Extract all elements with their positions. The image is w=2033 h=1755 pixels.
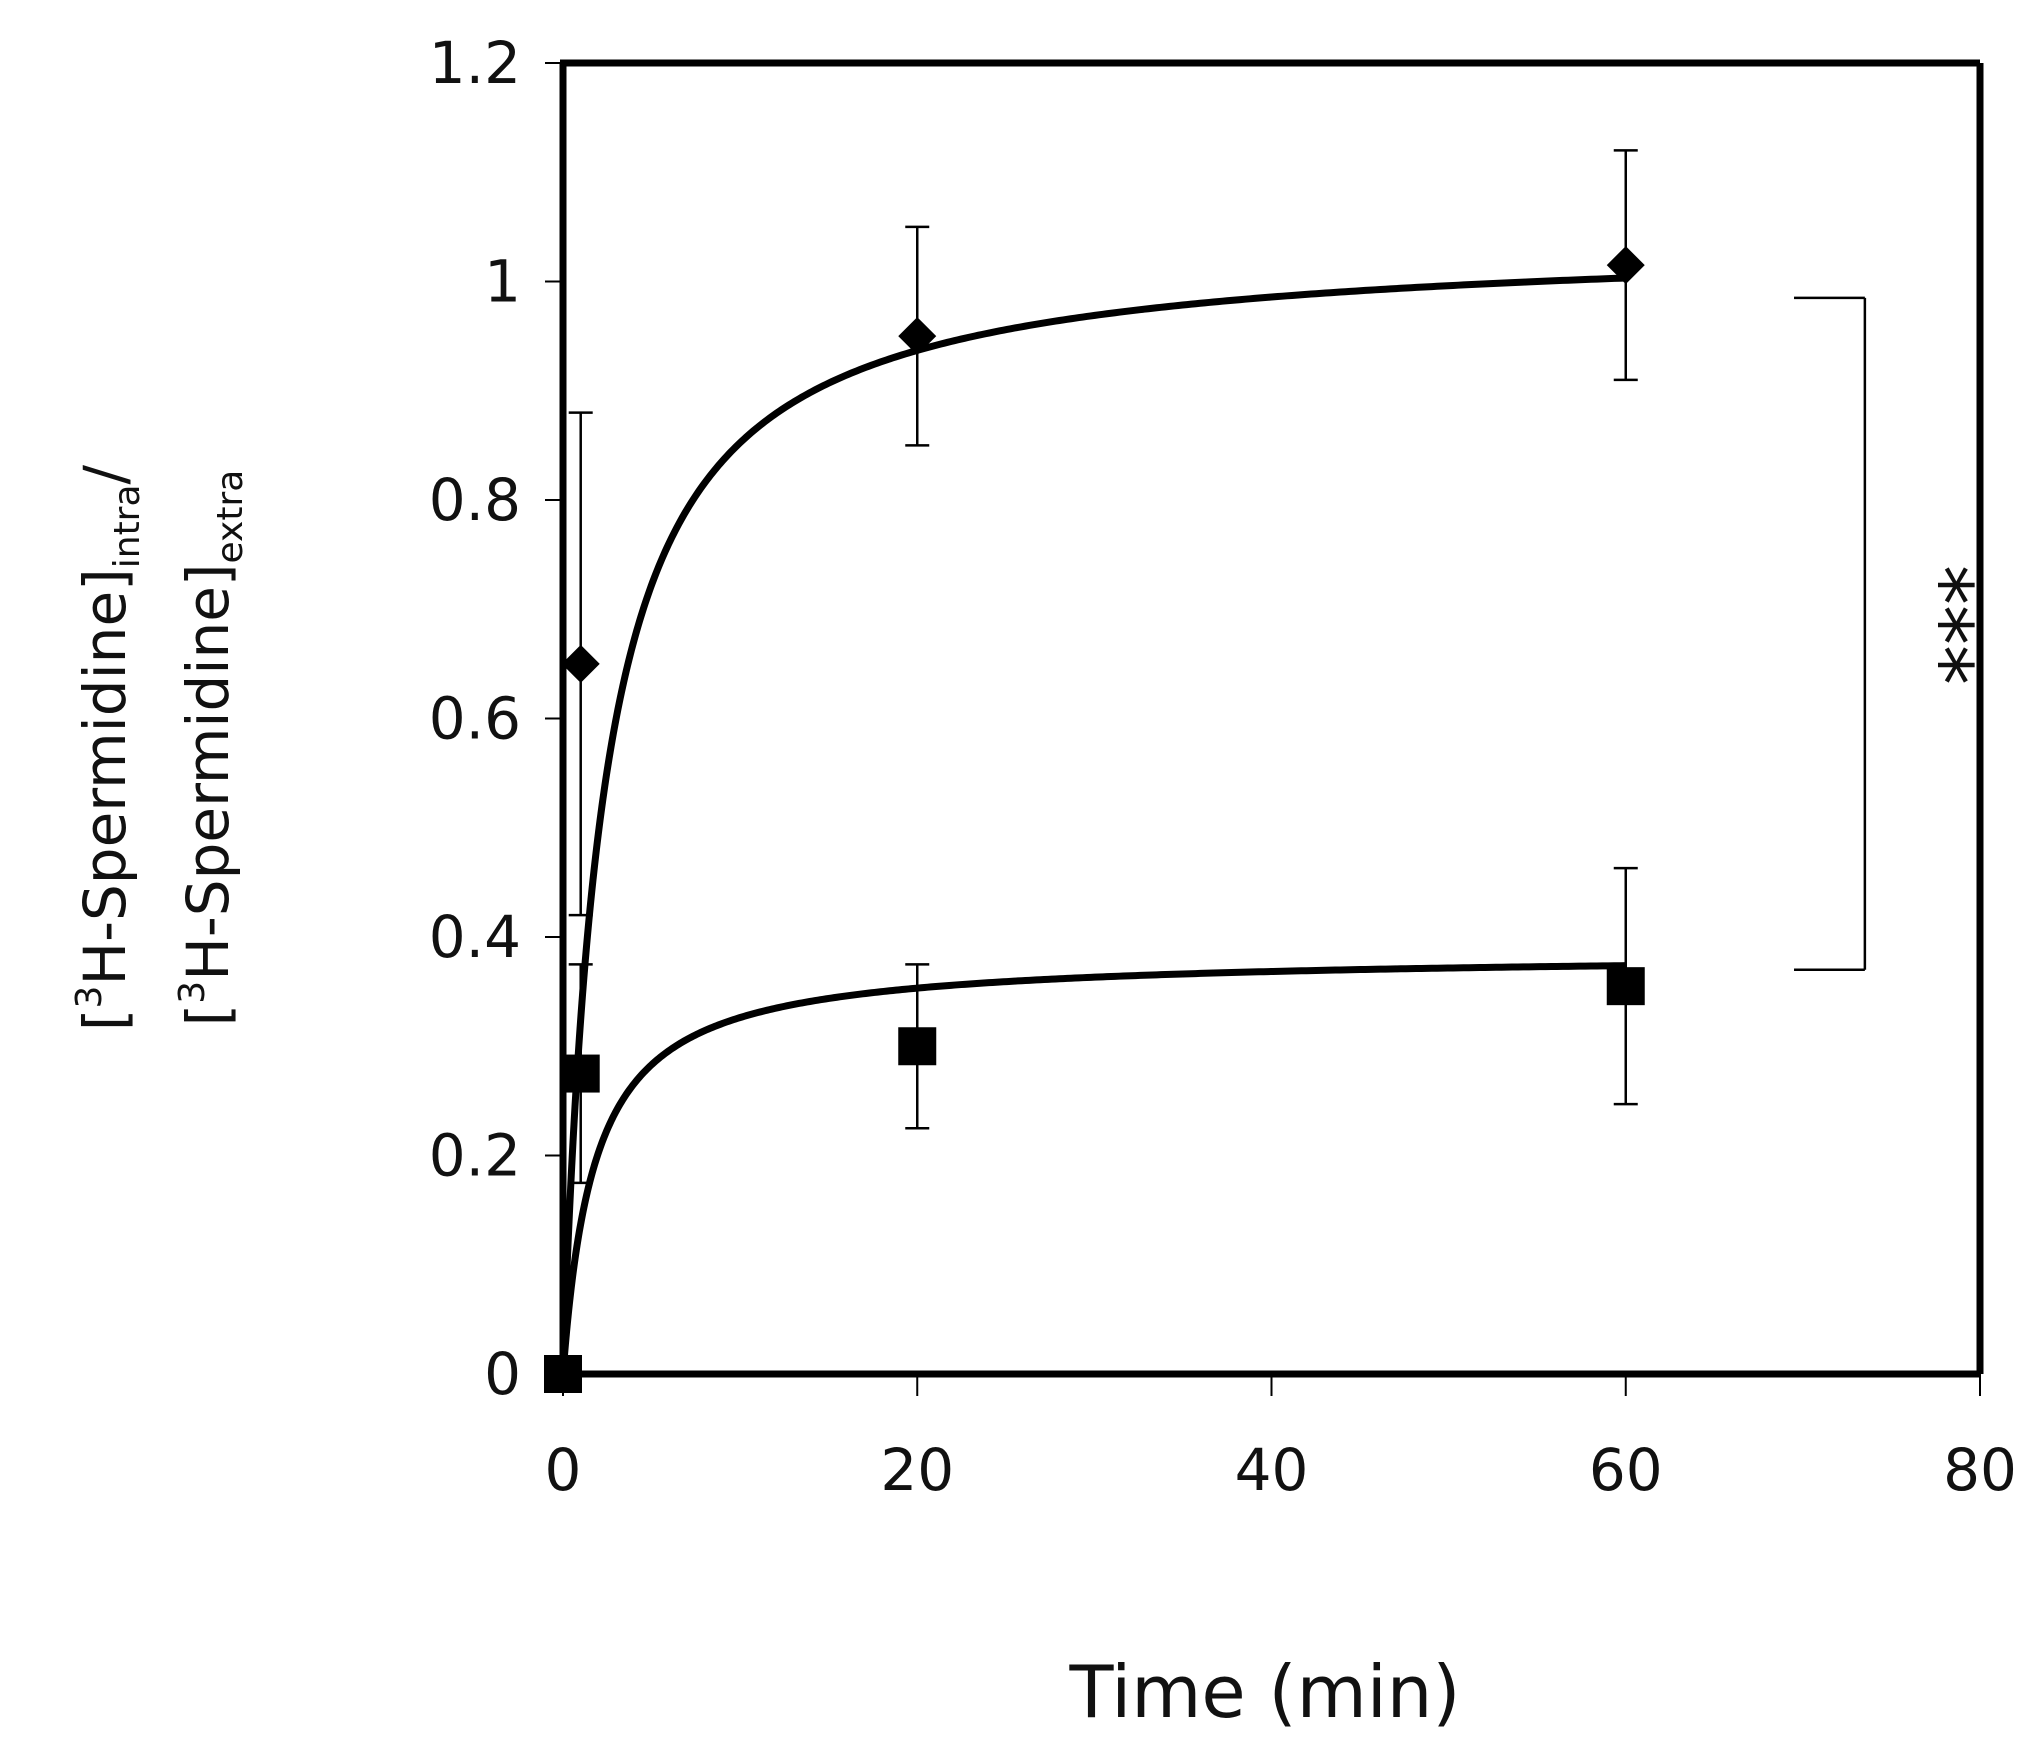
y-tick-label: 1.2 [429, 29, 521, 97]
data-markers [544, 246, 1645, 1393]
y-tick-label: 0 [484, 1340, 521, 1408]
fit-curves [559, 274, 1626, 1378]
y-tick-label: 0.2 [429, 1122, 521, 1190]
x-axis: 0 20 40 60 80 [545, 1374, 2017, 1504]
y-title-1-sup: 3 [69, 986, 110, 1009]
square-marker [561, 1054, 600, 1093]
diamond-marker [561, 644, 600, 683]
significance-label-group: *** [1896, 565, 1989, 685]
y-title-1-post: / [71, 464, 139, 484]
square-marker [544, 1355, 582, 1393]
y-title-2-sup: 3 [172, 981, 213, 1004]
x-tick-label: 80 [1943, 1436, 2017, 1504]
significance-label: *** [1896, 565, 1989, 685]
diamond-marker [1606, 246, 1645, 285]
x-tick-label: 20 [880, 1436, 954, 1504]
square-marker [1606, 967, 1645, 1006]
plot-frame [559, 59, 1984, 1378]
fit-curve [559, 962, 1626, 1378]
y-title-1-main: H-Spermidine] [71, 568, 139, 985]
significance-bracket [1794, 296, 1867, 972]
error-bars [568, 149, 1638, 1185]
y-axis-title-2: [3H-Spermidine]extra [172, 470, 251, 1027]
y-tick-label: 0.8 [429, 466, 521, 534]
x-tick-label: 0 [545, 1436, 582, 1504]
x-axis-title: Time (min) [1068, 1650, 1460, 1734]
y-axis-title-line2: [3H-Spermidine]extra [172, 470, 251, 1027]
y-tick-label: 0.6 [429, 685, 521, 753]
y-title-1-sub: intra [107, 484, 148, 568]
x-tick-label: 40 [1235, 1436, 1309, 1504]
y-axis-title: [3H-Spermidine]intra/ [69, 464, 148, 1031]
y-axis: 0 0.2 0.4 0.6 0.8 1 1.2 [429, 29, 563, 1408]
y-axis-title-line1: [3H-Spermidine]intra/ [69, 464, 148, 1031]
diamond-marker [898, 317, 937, 356]
y-tick-label: 0.4 [429, 903, 521, 971]
fit-curve [559, 274, 1626, 1378]
y-title-2-sub: extra [210, 470, 251, 564]
x-tick-label: 60 [1589, 1436, 1663, 1504]
y-tick-label: 1 [484, 248, 521, 316]
y-title-2-main: H-Spermidine] [174, 563, 242, 980]
y-title-1-pre: [ [71, 1008, 139, 1031]
square-marker [898, 1027, 937, 1066]
y-title-2-pre: [ [174, 1004, 242, 1027]
